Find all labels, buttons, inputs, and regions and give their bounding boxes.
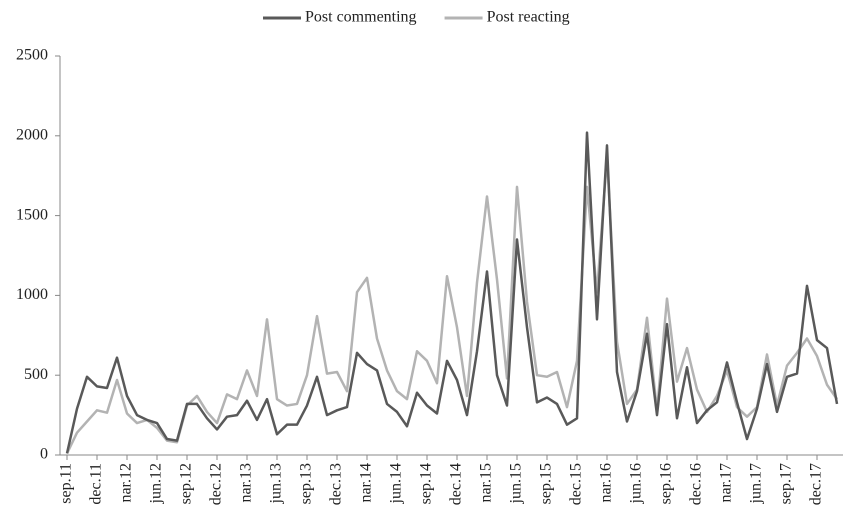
x-tick-label: nar.13 xyxy=(238,463,255,503)
y-tick-label: 1500 xyxy=(16,206,48,223)
x-tick-label: dec.15 xyxy=(568,463,585,505)
x-tick-label: sep.13 xyxy=(298,463,315,504)
x-tick-label: jun.14 xyxy=(388,463,405,504)
x-tick-label: jun.16 xyxy=(628,463,645,504)
x-tick-label: dec.17 xyxy=(808,463,825,505)
x-tick-label: dec.13 xyxy=(328,463,345,505)
legend-label: Post reacting xyxy=(487,9,570,26)
line xyxy=(65,131,839,454)
x-tick-label: dec.11 xyxy=(88,463,105,505)
x-tick-label: sep.17 xyxy=(778,463,795,504)
x-tick-label: nar.12 xyxy=(118,463,135,503)
x-tick-label: dec.12 xyxy=(208,463,225,505)
x-tick-label: dec.14 xyxy=(448,463,465,505)
y-tick-label: 1000 xyxy=(16,286,48,303)
x-tick-label: nar.17 xyxy=(718,463,735,503)
x-tick-label: jun.12 xyxy=(148,463,165,504)
x-tick-label: nar.14 xyxy=(358,463,375,503)
line xyxy=(65,155,839,454)
x-tick-label: dec.16 xyxy=(688,463,705,505)
y-tick-label: 500 xyxy=(24,366,48,383)
x-tick-label: sep.14 xyxy=(418,463,435,504)
y-tick-label: 2500 xyxy=(16,47,48,64)
y-tick-label: 0 xyxy=(40,446,48,463)
x-tick-label: jun.13 xyxy=(268,463,285,504)
x-tick-label: sep.12 xyxy=(178,463,195,504)
x-tick-label: nar.15 xyxy=(478,463,495,503)
x-tick-label: sep.16 xyxy=(658,463,675,504)
x-tick-label: sep.15 xyxy=(538,463,555,504)
legend-label: Post commenting xyxy=(305,9,417,26)
x-tick-label: jun.15 xyxy=(508,463,525,504)
y-tick-label: 2000 xyxy=(16,126,48,143)
x-tick-label: jun.17 xyxy=(748,463,765,504)
x-tick-label: nar.16 xyxy=(598,463,615,503)
x-tick-label: sep.11 xyxy=(58,463,75,504)
